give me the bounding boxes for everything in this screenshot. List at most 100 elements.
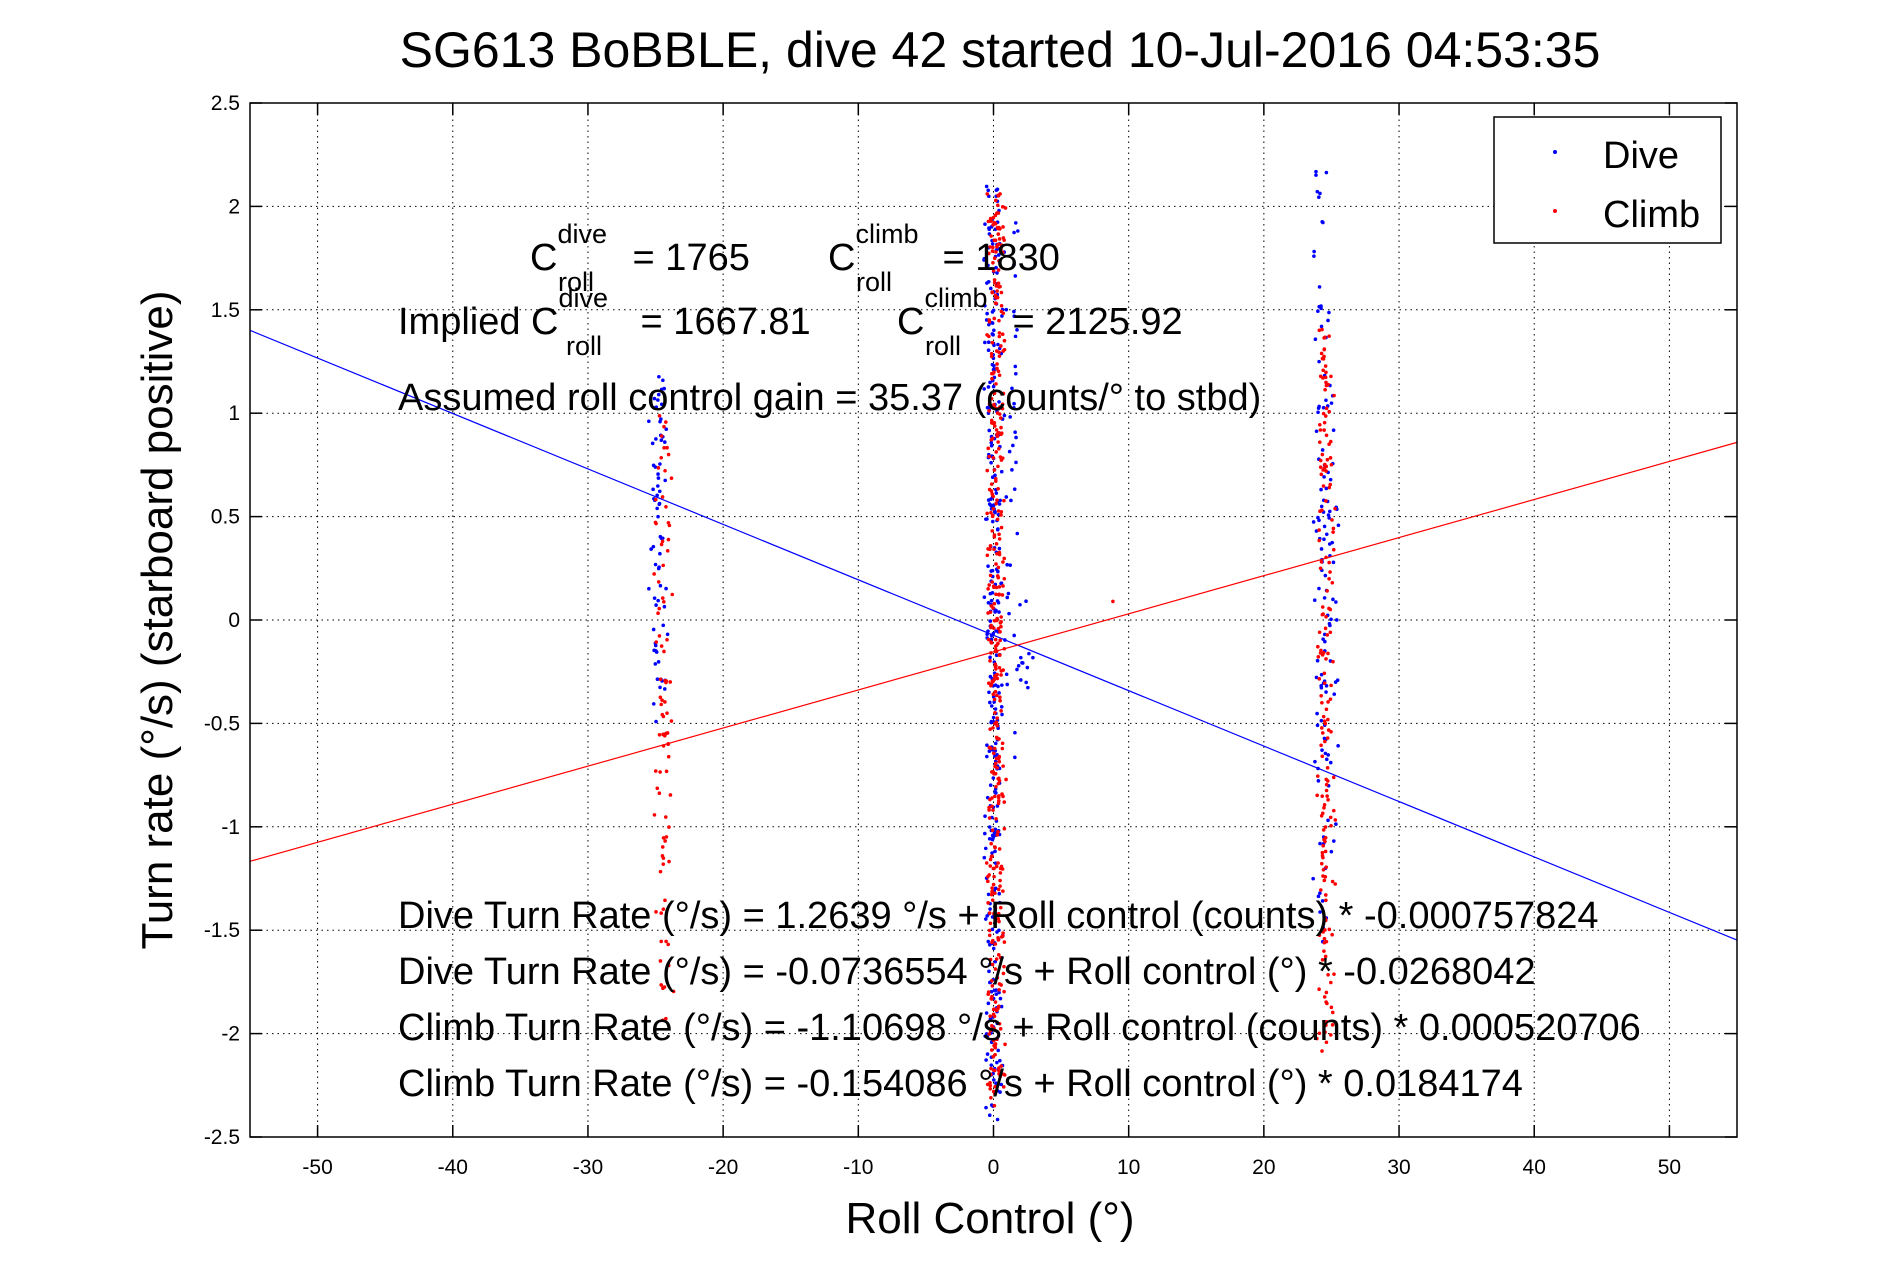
data-point-dive [1005, 595, 1010, 600]
data-point-climb [986, 446, 991, 451]
data-point-climb [999, 525, 1004, 530]
data-point-climb [1001, 668, 1005, 672]
data-point-dive [1317, 586, 1321, 591]
y-tick-label: -0.5 [204, 712, 240, 735]
data-point-climb [664, 939, 668, 944]
data-point-dive [999, 1004, 1004, 1009]
data-point-climb [991, 456, 996, 460]
data-point-dive [1312, 598, 1317, 602]
data-point-climb [992, 677, 996, 682]
data-point-climb [663, 468, 667, 473]
data-point-climb [658, 869, 663, 874]
data-point-dive [1321, 637, 1325, 641]
data-point-climb [659, 702, 664, 707]
data-point-climb [994, 349, 999, 353]
data-point-climb [660, 854, 665, 858]
data-point-dive [995, 599, 1000, 603]
data-point-climb [997, 259, 1001, 263]
data-point-dive [993, 510, 997, 515]
data-point-dive [993, 683, 998, 687]
data-point-climb [994, 295, 998, 300]
data-point-climb [990, 889, 994, 894]
c-climb-main: C [828, 237, 855, 279]
data-point-climb [661, 732, 665, 737]
data-point-dive [990, 362, 995, 367]
data-point-climb [1001, 391, 1006, 396]
data-point-climb [989, 489, 994, 493]
data-point-dive [1004, 307, 1009, 312]
data-point-climb [987, 454, 991, 459]
data-point-climb [1330, 1023, 1335, 1027]
data-point-climb [1320, 700, 1324, 705]
data-point-dive [986, 600, 991, 605]
data-point-climb [995, 498, 999, 502]
data-point-climb [658, 677, 663, 682]
data-point-climb [1000, 741, 1005, 746]
data-point-climb [1325, 794, 1329, 798]
data-point-climb [656, 466, 661, 470]
data-point-climb [993, 794, 997, 799]
data-point-climb [1324, 898, 1328, 903]
data-point-dive [1024, 599, 1028, 603]
data-point-climb [989, 219, 993, 223]
data-point-dive [1314, 675, 1319, 680]
data-point-dive [1316, 894, 1321, 899]
data-point-climb [1324, 788, 1329, 793]
data-point-dive [989, 503, 993, 508]
data-point-dive [991, 776, 996, 780]
data-point-dive [1327, 509, 1332, 514]
data-point-climb [991, 268, 996, 273]
data-point-climb [1329, 1005, 1334, 1010]
data-point-dive [997, 502, 1002, 506]
data-point-climb [990, 828, 995, 833]
data-point-climb [659, 911, 664, 915]
data-point-dive [997, 546, 1002, 551]
data-point-climb [992, 618, 997, 623]
data-point-climb [990, 529, 995, 533]
x-tick-label: 10 [1117, 1156, 1140, 1179]
data-point-climb [994, 864, 999, 869]
data-point-climb [987, 805, 991, 810]
data-point-climb [667, 825, 671, 829]
data-point-dive [661, 378, 665, 383]
data-point-dive [986, 188, 991, 193]
data-point-dive [1334, 600, 1338, 604]
data-point-dive [1026, 685, 1030, 690]
data-point-climb [995, 243, 1000, 247]
data-point-climb [987, 873, 991, 877]
data-point-climb [657, 733, 662, 737]
data-point-dive [1007, 611, 1011, 616]
data-point-climb [989, 854, 994, 859]
data-point-climb [1328, 697, 1333, 701]
data-point-climb [997, 1021, 1002, 1026]
data-point-dive [983, 340, 987, 345]
data-point-climb [985, 511, 989, 516]
data-point-climb [998, 905, 1003, 910]
data-point-dive [1016, 664, 1021, 668]
data-point-dive [1323, 751, 1328, 756]
data-point-climb [654, 640, 659, 644]
data-point-climb [990, 886, 994, 890]
data-point-dive [1336, 523, 1341, 528]
data-point-dive [987, 226, 991, 230]
data-point-climb [995, 723, 1000, 728]
data-point-climb [1327, 560, 1331, 565]
data-point-climb [992, 280, 997, 285]
data-point-climb [993, 906, 998, 910]
data-point-climb [1002, 498, 1006, 503]
data-point-climb [992, 402, 996, 407]
data-point-dive [1328, 760, 1333, 765]
data-point-climb [994, 450, 998, 454]
data-point-climb [997, 446, 1001, 451]
data-point-dive [1326, 318, 1330, 323]
data-point-climb [1002, 826, 1007, 831]
data-point-climb [996, 193, 1001, 198]
data-point-climb [998, 884, 1002, 888]
data-point-climb [1330, 518, 1334, 522]
data-point-climb [1333, 882, 1338, 886]
data-point-climb [1327, 442, 1331, 447]
data-point-climb [1324, 433, 1329, 438]
data-point-climb [989, 351, 994, 356]
data-point-dive [986, 939, 991, 944]
data-point-climb [984, 861, 989, 865]
